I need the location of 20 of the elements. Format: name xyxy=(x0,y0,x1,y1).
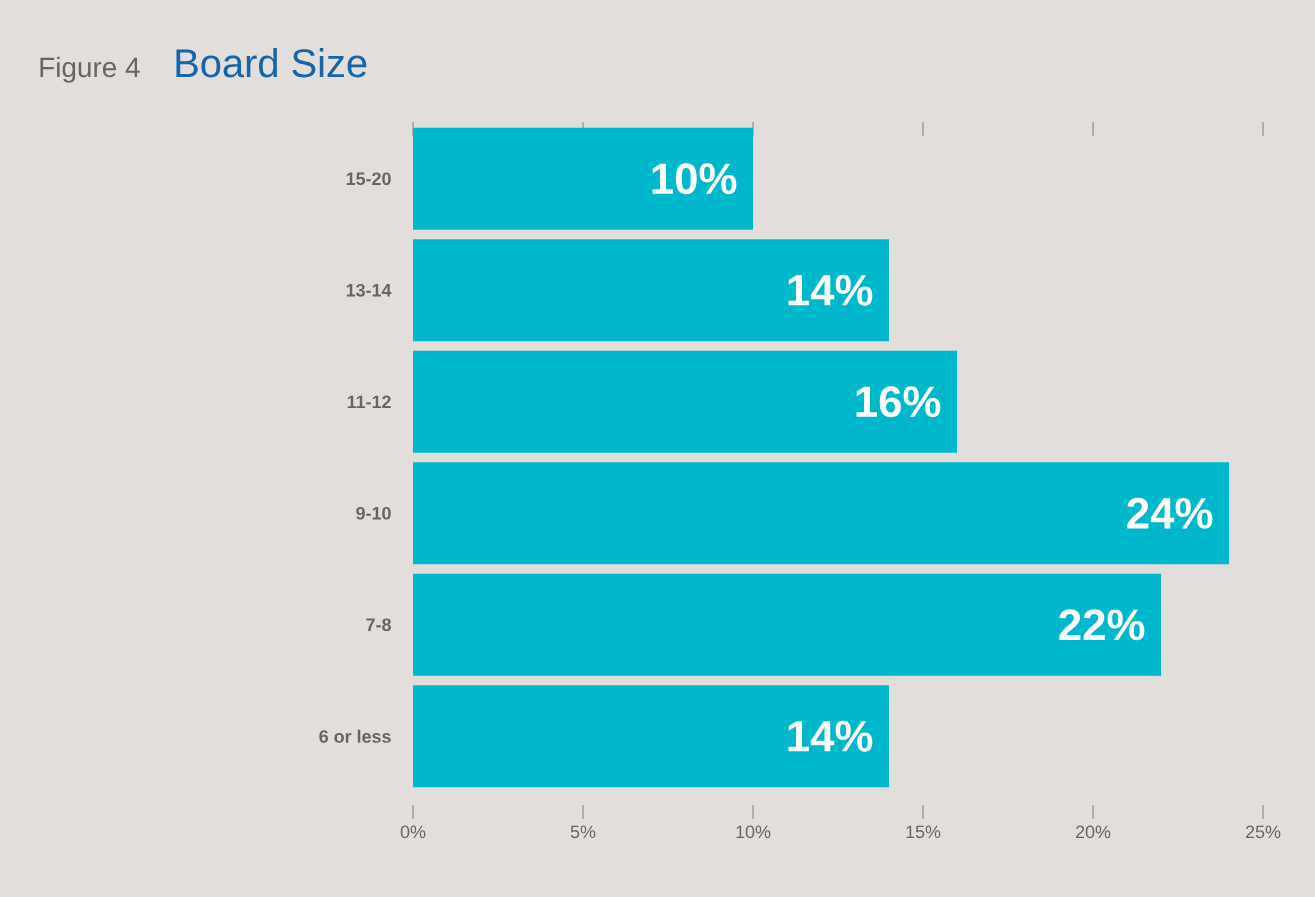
y-tick-label: 9-10 xyxy=(356,506,391,520)
x-tick-label: 15% xyxy=(906,825,941,839)
y-tick-label: 7-8 xyxy=(366,618,391,632)
caption: Figure 4 xyxy=(40,56,140,83)
chart-title: Board Size xyxy=(176,48,367,78)
data-label: 24% xyxy=(1127,497,1213,529)
x-tick-label: 25% xyxy=(1245,825,1281,839)
y-tick-label: 13-14 xyxy=(346,283,392,297)
x-tick-label: 0% xyxy=(400,825,426,839)
data-label: 14% xyxy=(788,720,873,752)
y-tick-label: 11-12 xyxy=(347,395,391,409)
data-label: 10% xyxy=(652,163,737,195)
x-tick-label: 20% xyxy=(1075,825,1111,839)
data-label: 22% xyxy=(1059,609,1145,641)
x-tick-label: 10% xyxy=(736,825,771,839)
x-tick-label: 5% xyxy=(570,825,596,839)
data-label: 14% xyxy=(788,274,873,306)
y-tick-label: 6 or less xyxy=(319,729,391,743)
data-label: 16% xyxy=(856,386,941,418)
y-tick-label: 15-20 xyxy=(346,172,391,186)
